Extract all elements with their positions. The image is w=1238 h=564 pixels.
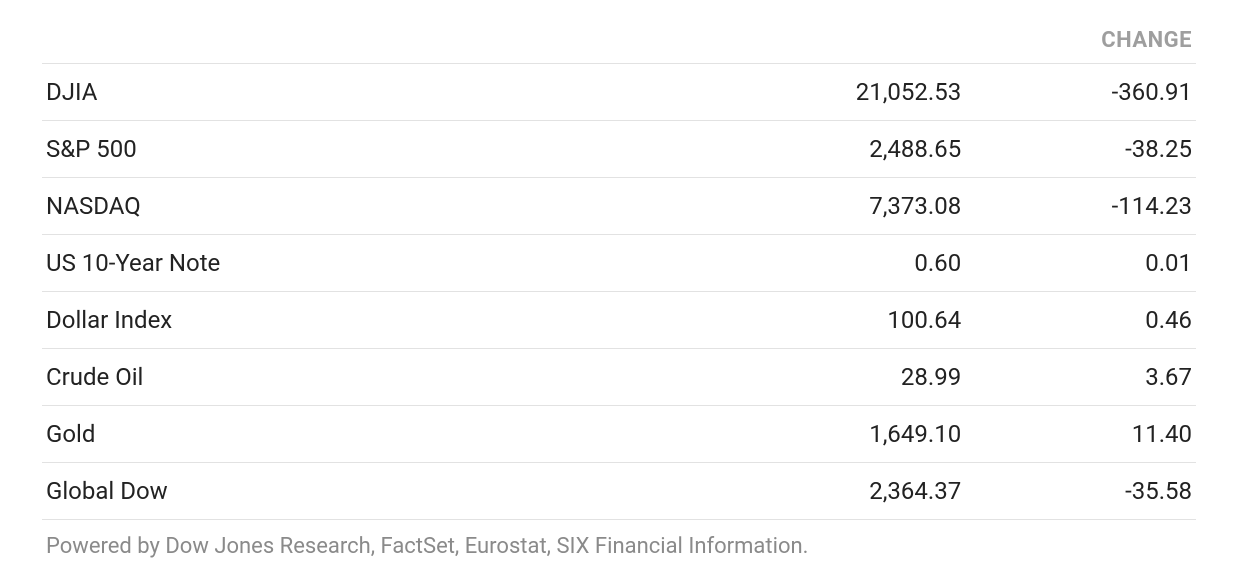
instrument-value: 7,373.08 — [734, 178, 965, 235]
market-data-table: CHANGE DJIA 21,052.53 -360.91 S&P 500 2,… — [42, 20, 1196, 520]
table-header-row: CHANGE — [42, 20, 1196, 64]
instrument-name: NASDAQ — [42, 178, 734, 235]
instrument-value: 100.64 — [734, 292, 965, 349]
instrument-name: S&P 500 — [42, 121, 734, 178]
instrument-value: 1,649.10 — [734, 406, 965, 463]
table-row: NASDAQ 7,373.08 -114.23 — [42, 178, 1196, 235]
table-row: US 10-Year Note 0.60 0.01 — [42, 235, 1196, 292]
instrument-value: 2,488.65 — [734, 121, 965, 178]
instrument-name: US 10-Year Note — [42, 235, 734, 292]
instrument-name: Crude Oil — [42, 349, 734, 406]
table-row: Crude Oil 28.99 3.67 — [42, 349, 1196, 406]
instrument-change: -35.58 — [965, 463, 1196, 520]
table-row: S&P 500 2,488.65 -38.25 — [42, 121, 1196, 178]
instrument-name: Dollar Index — [42, 292, 734, 349]
instrument-change: 0.01 — [965, 235, 1196, 292]
table-row: Dollar Index 100.64 0.46 — [42, 292, 1196, 349]
instrument-name: Gold — [42, 406, 734, 463]
table-row: DJIA 21,052.53 -360.91 — [42, 64, 1196, 121]
instrument-change: 11.40 — [965, 406, 1196, 463]
instrument-change: -114.23 — [965, 178, 1196, 235]
table-row: Gold 1,649.10 11.40 — [42, 406, 1196, 463]
instrument-change: 3.67 — [965, 349, 1196, 406]
table-row: Global Dow 2,364.37 -35.58 — [42, 463, 1196, 520]
instrument-name: DJIA — [42, 64, 734, 121]
instrument-value: 21,052.53 — [734, 64, 965, 121]
instrument-change: -38.25 — [965, 121, 1196, 178]
column-header-name — [42, 20, 734, 64]
data-source-footer: Powered by Dow Jones Research, FactSet, … — [42, 520, 1196, 559]
column-header-change: CHANGE — [965, 20, 1196, 64]
instrument-value: 28.99 — [734, 349, 965, 406]
column-header-value — [734, 20, 965, 64]
instrument-name: Global Dow — [42, 463, 734, 520]
instrument-value: 0.60 — [734, 235, 965, 292]
instrument-value: 2,364.37 — [734, 463, 965, 520]
instrument-change: -360.91 — [965, 64, 1196, 121]
instrument-change: 0.46 — [965, 292, 1196, 349]
